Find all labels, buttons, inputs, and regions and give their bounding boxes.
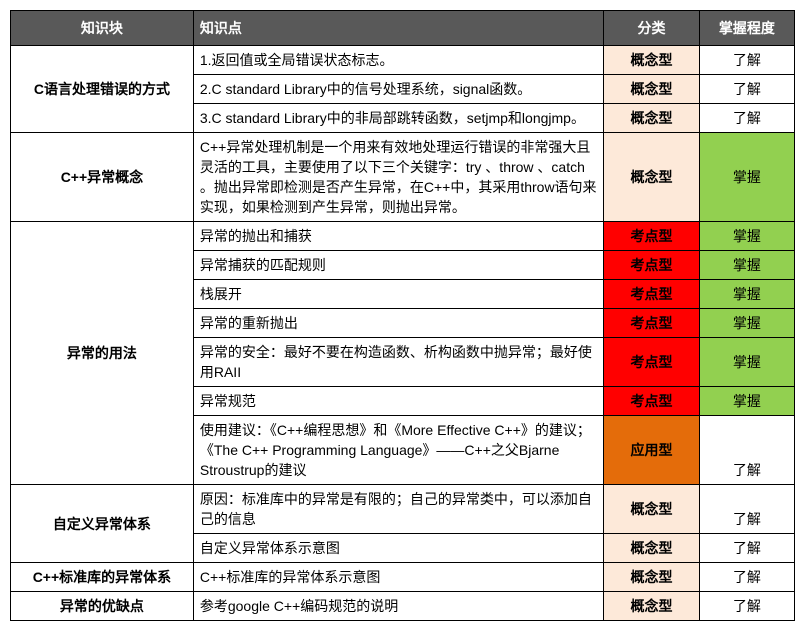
category-cell: 概念型: [604, 485, 699, 534]
point-cell: 异常捕获的匹配规则: [193, 251, 604, 280]
category-cell: 考点型: [604, 251, 699, 280]
table-row: C++异常概念C++异常处理机制是一个用来有效地处理运行错误的非常强大且灵活的工…: [11, 133, 795, 222]
table-row: C++标准库的异常体系C++标准库的异常体系示意图概念型了解: [11, 563, 795, 592]
header-category: 分类: [604, 11, 699, 46]
level-cell: 掌握: [699, 387, 794, 416]
point-cell: 异常规范: [193, 387, 604, 416]
point-cell: 3.C standard Library中的非局部跳转函数，setjmp和lon…: [193, 104, 604, 133]
level-cell: 掌握: [699, 280, 794, 309]
level-cell: 了解: [699, 104, 794, 133]
category-cell: 概念型: [604, 534, 699, 563]
table-body: C语言处理错误的方式1.返回值或全局错误状态标志。概念型了解2.C standa…: [11, 46, 795, 621]
point-cell: 使用建议：《C++编程思想》和《More Effective C++》的建议；《…: [193, 416, 604, 485]
point-cell: 异常的抛出和捕获: [193, 222, 604, 251]
level-cell: 掌握: [699, 222, 794, 251]
point-cell: 1.返回值或全局错误状态标志。: [193, 46, 604, 75]
level-cell: 了解: [699, 592, 794, 621]
block-cell: C++标准库的异常体系: [11, 563, 194, 592]
table-row: 异常的用法异常的抛出和捕获考点型掌握: [11, 222, 795, 251]
header-block: 知识块: [11, 11, 194, 46]
point-cell: 原因：标准库中的异常是有限的；自己的异常类中，可以添加自己的信息: [193, 485, 604, 534]
level-cell: 了解: [699, 416, 794, 485]
point-cell: 参考google C++编码规范的说明: [193, 592, 604, 621]
point-cell: 异常的重新抛出: [193, 309, 604, 338]
knowledge-table: 知识块 知识点 分类 掌握程度 C语言处理错误的方式1.返回值或全局错误状态标志…: [10, 10, 795, 621]
category-cell: 考点型: [604, 338, 699, 387]
category-cell: 考点型: [604, 222, 699, 251]
category-cell: 概念型: [604, 104, 699, 133]
table-row: 异常的优缺点参考google C++编码规范的说明概念型了解: [11, 592, 795, 621]
category-cell: 概念型: [604, 75, 699, 104]
header-row: 知识块 知识点 分类 掌握程度: [11, 11, 795, 46]
header-level: 掌握程度: [699, 11, 794, 46]
block-cell: C语言处理错误的方式: [11, 46, 194, 133]
point-cell: 2.C standard Library中的信号处理系统，signal函数。: [193, 75, 604, 104]
level-cell: 了解: [699, 534, 794, 563]
level-cell: 了解: [699, 485, 794, 534]
point-cell: 异常的安全：最好不要在构造函数、析构函数中抛异常；最好使用RAII: [193, 338, 604, 387]
category-cell: 考点型: [604, 309, 699, 338]
level-cell: 掌握: [699, 251, 794, 280]
level-cell: 了解: [699, 563, 794, 592]
category-cell: 概念型: [604, 133, 699, 222]
category-cell: 应用型: [604, 416, 699, 485]
header-point: 知识点: [193, 11, 604, 46]
level-cell: 掌握: [699, 309, 794, 338]
point-cell: 栈展开: [193, 280, 604, 309]
table-row: C语言处理错误的方式1.返回值或全局错误状态标志。概念型了解: [11, 46, 795, 75]
point-cell: C++异常处理机制是一个用来有效地处理运行错误的非常强大且灵活的工具，主要使用了…: [193, 133, 604, 222]
category-cell: 概念型: [604, 46, 699, 75]
level-cell: 掌握: [699, 338, 794, 387]
level-cell: 掌握: [699, 133, 794, 222]
category-cell: 概念型: [604, 592, 699, 621]
level-cell: 了解: [699, 46, 794, 75]
block-cell: 异常的优缺点: [11, 592, 194, 621]
block-cell: 异常的用法: [11, 222, 194, 485]
level-cell: 了解: [699, 75, 794, 104]
category-cell: 考点型: [604, 387, 699, 416]
block-cell: 自定义异常体系: [11, 485, 194, 563]
category-cell: 考点型: [604, 280, 699, 309]
table-row: 自定义异常体系原因：标准库中的异常是有限的；自己的异常类中，可以添加自己的信息概…: [11, 485, 795, 534]
block-cell: C++异常概念: [11, 133, 194, 222]
category-cell: 概念型: [604, 563, 699, 592]
point-cell: C++标准库的异常体系示意图: [193, 563, 604, 592]
point-cell: 自定义异常体系示意图: [193, 534, 604, 563]
